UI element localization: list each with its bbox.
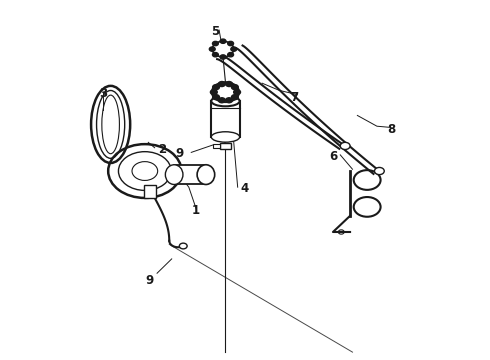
Text: 2: 2 <box>158 143 166 156</box>
Bar <box>220 143 231 149</box>
Text: 7: 7 <box>290 91 298 104</box>
Circle shape <box>219 81 225 86</box>
Circle shape <box>340 142 350 149</box>
Circle shape <box>225 98 232 103</box>
Bar <box>144 185 156 198</box>
Ellipse shape <box>211 96 240 106</box>
Ellipse shape <box>211 132 240 142</box>
Text: 1: 1 <box>192 204 200 217</box>
Circle shape <box>219 98 225 103</box>
Circle shape <box>231 85 238 90</box>
Text: 5: 5 <box>212 25 220 38</box>
Bar <box>211 101 240 137</box>
Circle shape <box>213 95 220 100</box>
Circle shape <box>220 39 226 43</box>
Circle shape <box>228 41 234 46</box>
Circle shape <box>213 85 220 90</box>
Circle shape <box>220 55 226 59</box>
Circle shape <box>212 82 239 102</box>
Text: 4: 4 <box>241 183 249 195</box>
Circle shape <box>225 81 232 86</box>
Circle shape <box>234 90 241 95</box>
Ellipse shape <box>197 165 215 184</box>
Circle shape <box>213 41 219 46</box>
Circle shape <box>210 90 217 95</box>
Bar <box>213 144 220 148</box>
Circle shape <box>179 243 187 249</box>
Text: 9: 9 <box>175 147 183 159</box>
Circle shape <box>212 41 234 57</box>
Text: 9: 9 <box>146 274 154 287</box>
Text: 6: 6 <box>329 150 337 163</box>
Circle shape <box>231 47 237 51</box>
Circle shape <box>228 53 234 57</box>
Ellipse shape <box>165 165 183 184</box>
Circle shape <box>213 53 219 57</box>
Circle shape <box>231 95 238 100</box>
Circle shape <box>374 167 384 175</box>
Text: 8: 8 <box>388 123 396 136</box>
Bar <box>174 165 206 184</box>
Text: 3: 3 <box>99 87 107 100</box>
Circle shape <box>209 47 215 51</box>
